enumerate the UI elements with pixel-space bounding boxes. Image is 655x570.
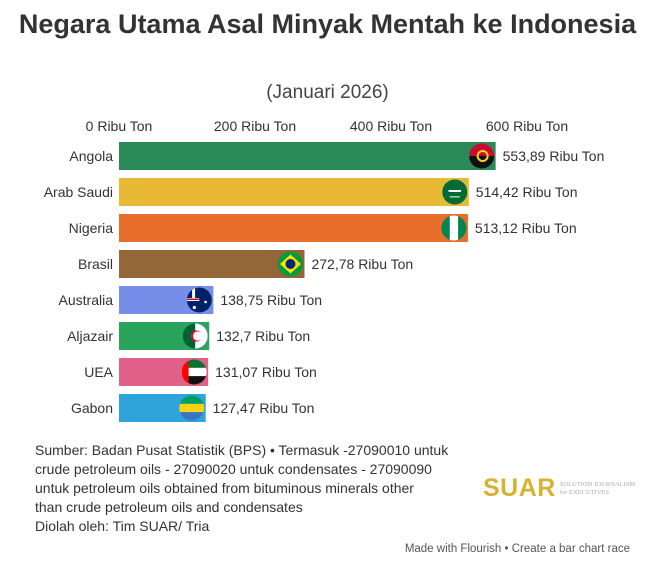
bar: [119, 250, 305, 278]
category-label: Arab Saudi: [44, 184, 113, 200]
category-label: Brasil: [78, 256, 113, 272]
nigeria-flag-icon: [441, 215, 467, 241]
footer-line: Diolah oleh: Tim SUAR/ Tria: [35, 518, 210, 534]
category-label: Angola: [69, 148, 113, 164]
bar-row: Angola 553,89 Ribu Ton: [69, 142, 604, 170]
category-label: Aljazair: [67, 328, 113, 344]
footer-line: than crude petroleum oils and condensate…: [35, 499, 303, 515]
logo-tagline: SOLUTION JOURNALISM for EXECUTIVES: [560, 481, 635, 497]
value-label: 553,89 Ribu Ton: [503, 148, 605, 164]
bar-row: Arab Saudi 514,42 Ribu Ton: [44, 178, 578, 206]
logo-tag-line: SOLUTION JOURNALISM: [559, 480, 636, 488]
value-label: 272,78 Ribu Ton: [311, 256, 413, 272]
bar-row: Nigeria 513,12 Ribu Ton: [69, 214, 577, 242]
value-label: 514,42 Ribu Ton: [476, 184, 578, 200]
bar-row: Gabon 127,47 Ribu Ton: [71, 394, 314, 422]
bar: [119, 214, 468, 242]
uae-flag-icon: [181, 359, 207, 385]
category-label: Gabon: [71, 400, 113, 416]
category-label: Nigeria: [69, 220, 114, 236]
category-label: UEA: [84, 364, 113, 380]
chart-subtitle: (Januari 2026): [266, 82, 389, 103]
bar: [119, 142, 496, 170]
bar: [119, 178, 469, 206]
flourish-credit-link[interactable]: Made with Flourish • Create a bar chart …: [404, 543, 630, 555]
bar-row: Brasil 272,78 Ribu Ton: [78, 250, 413, 278]
x-tick-label: 400 Ribu Ton: [350, 118, 432, 134]
angola-flag-icon: [469, 143, 495, 169]
footer-line: crude petroleum oils - 27090020 untuk co…: [35, 461, 432, 477]
logo-tag-line: for EXECUTIVES: [559, 488, 610, 496]
x-tick-label: 600 Ribu Ton: [486, 118, 568, 134]
value-label: 127,47 Ribu Ton: [213, 400, 315, 416]
chart-title: Negara Utama Asal Minyak Mentah ke Indon…: [18, 9, 637, 39]
x-tick-label: 200 Ribu Ton: [214, 118, 296, 134]
bar-chart: 0 Ribu Ton 200 Ribu Ton 400 Ribu Ton 600 Ri…: [44, 118, 604, 422]
algeria-flag-icon: [182, 323, 208, 349]
footer-line: untuk petroleum oils obtained from bitum…: [35, 480, 414, 496]
logo-word: SUAR: [483, 474, 556, 502]
australia-flag-icon: [186, 287, 212, 313]
x-tick-label: 0 Ribu Ton: [86, 118, 153, 134]
suar-logo: SUAR SOLUTION JOURNALISM for EXECUTIVES: [483, 474, 635, 503]
bar-row: Australia 138,75 Ribu Ton: [59, 286, 322, 314]
value-label: 513,12 Ribu Ton: [475, 220, 577, 236]
saudi-flag-icon: [442, 179, 468, 205]
footer-line: Sumber: Badan Pusat Statistik (BPS) • Te…: [35, 442, 449, 458]
gabon-flag-icon: [179, 395, 205, 421]
value-label: 138,75 Ribu Ton: [220, 292, 322, 308]
value-label: 131,07 Ribu Ton: [215, 364, 317, 380]
category-label: Australia: [59, 292, 114, 308]
footer-notes: Sumber: Badan Pusat Statistik (BPS) • Te…: [35, 441, 475, 536]
value-label: 132,7 Ribu Ton: [216, 328, 310, 344]
brazil-flag-icon: [277, 251, 303, 277]
